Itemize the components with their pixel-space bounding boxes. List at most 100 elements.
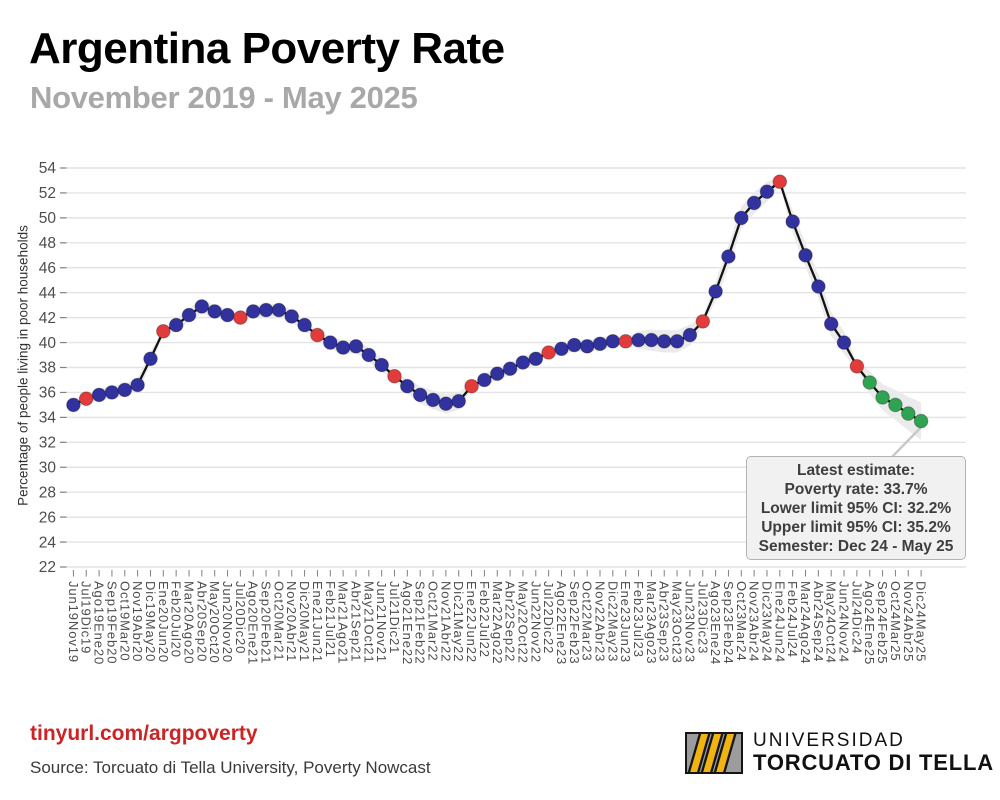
x-tick-label: Nov19Abr20	[130, 581, 145, 662]
x-tick-label: Abr21Sep21	[348, 581, 363, 662]
x-tick-label: Nov22Abr23	[593, 581, 608, 662]
data-point-nowcast	[104, 385, 120, 400]
y-tick-label: 24	[39, 534, 57, 551]
y-tick-label: 34	[39, 410, 57, 427]
y-tick-label: 26	[39, 509, 56, 526]
x-tick-label: Oct21Mar22	[426, 581, 441, 662]
data-point-nowcast	[605, 334, 621, 349]
x-tick-label: Sep20Feb21	[259, 581, 274, 664]
x-tick-label: Dic20May21	[297, 581, 312, 662]
data-point-observed	[695, 314, 711, 329]
data-point-latest	[913, 413, 929, 429]
x-tick-label: Feb23Jul23	[631, 581, 646, 658]
data-point-latest	[862, 375, 878, 390]
data-point-nowcast	[117, 382, 133, 398]
x-tick-label: Jul20Dic20	[233, 581, 248, 654]
logo-universidad-text: UNIVERSIDAD	[753, 730, 905, 751]
data-point-nowcast	[400, 378, 415, 394]
x-tick-label: Jul23Dic23	[695, 581, 710, 654]
data-point-nowcast	[181, 307, 197, 323]
x-tick-label: May21Oct21	[361, 581, 376, 664]
y-tick-label: 30	[39, 459, 57, 476]
data-point-nowcast	[323, 335, 338, 350]
x-tick-label: Nov20Abr21	[284, 581, 299, 662]
callout-line: Upper limit 95% CI: 35.2%	[761, 518, 951, 536]
data-point-nowcast	[579, 339, 595, 354]
x-tick-label: Abr22Sep22	[503, 581, 518, 662]
data-point-observed	[78, 391, 94, 407]
source-caption: Source: Torcuato di Tella University, Po…	[30, 758, 431, 777]
callout-line: Lower limit 95% CI: 32.2%	[760, 499, 952, 517]
x-tick-label: Sep23Feb24	[721, 581, 736, 664]
data-point-nowcast	[425, 392, 441, 408]
x-tick-label: Abr23Sep23	[657, 581, 672, 662]
x-tick-label: Jun23Nov23	[682, 581, 697, 663]
x-tick-label: Mar24Ago24	[798, 581, 813, 664]
data-point-nowcast	[348, 339, 364, 354]
x-tick-label: Dic23May24	[759, 581, 774, 662]
x-tick-label: Jun19Nov19	[66, 581, 81, 663]
x-tick-label: Oct23Mar24	[734, 581, 749, 662]
data-point-nowcast	[554, 341, 569, 357]
y-tick-label: 44	[39, 285, 57, 302]
data-point-nowcast	[361, 347, 377, 363]
data-point-nowcast	[168, 317, 184, 333]
x-tick-label: Jun21Nov21	[374, 581, 389, 663]
x-tick-label: Nov23Abr24	[747, 581, 762, 662]
x-tick-label: Dic21May22	[451, 581, 466, 662]
data-point-nowcast	[220, 307, 235, 323]
x-tick-label: Abr24Sep24	[811, 581, 826, 662]
x-tick-label: Dic22May23	[605, 581, 620, 662]
data-point-nowcast	[811, 279, 826, 294]
tinyurl-link[interactable]: tinyurl.com/argpoverty	[30, 722, 258, 745]
data-point-nowcast	[669, 334, 685, 349]
data-point-nowcast	[721, 249, 736, 264]
utdt-logo-mark-icon	[685, 731, 743, 774]
callout-leader-line	[891, 426, 922, 458]
y-tick-label: 22	[39, 559, 56, 576]
x-tick-label: Jun24Nov24	[837, 581, 852, 663]
data-point-nowcast	[656, 334, 672, 349]
data-point-nowcast	[734, 210, 749, 226]
x-tick-label: Sep19Feb20	[104, 581, 119, 664]
data-point-nowcast	[245, 304, 261, 319]
x-tick-label: Dic19May20	[143, 581, 158, 662]
y-tick-label: 36	[39, 385, 56, 402]
utdt-logo: UNIVERSIDAD TORCUATO DI TELLA	[685, 731, 994, 774]
x-tick-label: Sep22Feb23	[567, 581, 582, 664]
data-point-nowcast	[785, 214, 801, 229]
data-point-nowcast	[528, 351, 544, 367]
data-point-nowcast	[823, 316, 839, 332]
x-tick-label: Ene22Jun22	[464, 581, 479, 663]
page-title: Argentina Poverty Rate	[29, 24, 505, 73]
y-tick-label: 40	[39, 335, 57, 352]
x-tick-label: Jul19Dic19	[79, 581, 94, 654]
x-tick-label: Mar20Ago20	[181, 581, 196, 664]
x-tick-label: Ene20Jun20	[156, 581, 171, 663]
data-point-nowcast	[451, 393, 467, 409]
y-tick-label: 28	[39, 484, 56, 501]
data-point-observed	[156, 324, 171, 339]
data-point-nowcast	[374, 357, 390, 373]
data-point-nowcast	[335, 340, 351, 355]
x-tick-label: Nov24Abr25	[901, 581, 916, 662]
data-point-nowcast	[412, 387, 428, 403]
y-tick-label: 52	[39, 185, 56, 202]
x-tick-label: May24Oct24	[824, 581, 839, 664]
data-point-observed	[387, 368, 402, 384]
x-tick-label: May22Oct22	[515, 581, 530, 664]
x-tick-label: Mar21Ago21	[336, 581, 351, 664]
x-tick-label: Feb20Jul20	[169, 581, 184, 658]
data-point-observed	[310, 327, 325, 343]
x-tick-label: Mar22Ago22	[490, 581, 505, 664]
x-tick-label: Oct22Mar23	[580, 581, 595, 662]
data-point-nowcast	[592, 336, 608, 352]
data-point-nowcast	[130, 377, 145, 393]
data-point-observed	[618, 334, 634, 349]
data-point-nowcast	[207, 304, 222, 319]
logo-torcuato-text: TORCUATO DI TELLA	[753, 750, 994, 775]
y-tick-label: 54	[39, 160, 57, 177]
data-point-observed	[541, 345, 556, 360]
y-tick-label: 50	[39, 210, 57, 227]
x-tick-label: Mar23Ago23	[644, 581, 659, 664]
